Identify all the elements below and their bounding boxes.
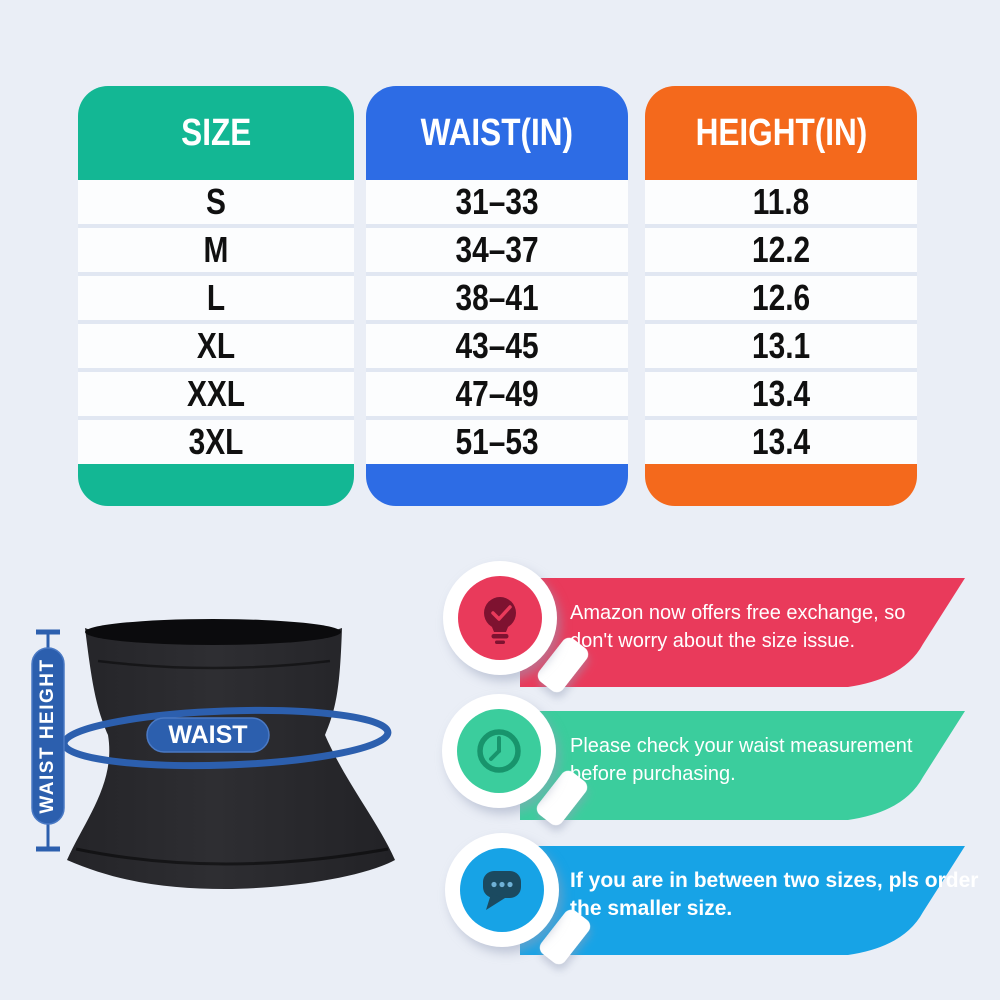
callout-line: the smaller size. [570, 897, 733, 920]
table-cell: 43–45 [366, 320, 628, 368]
callout-line: Please check your waist measurement [570, 735, 913, 757]
column-rows: 31–33 34–37 38–41 43–45 47–49 51–53 [366, 180, 628, 464]
table-cell: 47–49 [366, 368, 628, 416]
waist-trainer-garment [67, 619, 395, 889]
garment-opening [85, 619, 341, 645]
table-cell: L [78, 272, 354, 320]
callout-badge [443, 561, 557, 675]
table-cell: 3XL [78, 416, 354, 464]
callout-banner-exchange [520, 578, 965, 687]
column-header: HEIGHT(IN) [645, 86, 917, 180]
waist-trainer-illustration: WAIST WAIST HEIGHT [31, 619, 395, 889]
column-rows: S M L XL XXL 3XL [78, 180, 354, 464]
table-cell: 12.2 [645, 224, 917, 272]
callout-badge [442, 694, 556, 808]
waist-height-label: WAIST HEIGHT [37, 658, 58, 813]
table-cell: 13.1 [645, 320, 917, 368]
callout-line: before purchasing. [570, 763, 736, 785]
callout-text-measure: Please check your waist measurement befo… [570, 732, 912, 788]
callout-line: If you are in between two sizes, pls ord… [570, 869, 979, 892]
clock-icon [457, 709, 541, 793]
column-footer [645, 464, 917, 506]
callout-badge [445, 833, 559, 947]
size-table-column: WAIST(IN) 31–33 34–37 38–41 43–45 47–49 51–53 [366, 86, 628, 506]
table-cell: 13.4 [645, 416, 917, 464]
table-cell: 13.4 [645, 368, 917, 416]
table-cell: M [78, 224, 354, 272]
table-cell: XL [78, 320, 354, 368]
column-footer [78, 464, 354, 506]
column-header: WAIST(IN) [366, 86, 628, 180]
waist-label: WAIST [168, 721, 247, 749]
table-cell: 11.8 [752, 181, 810, 222]
lightbulb-check-icon [458, 576, 542, 660]
table-cell: 12.6 [645, 272, 917, 320]
callout-text-exchange: Amazon now offers free exchange, so don'… [570, 599, 905, 655]
callout-banner-between-sizes [520, 846, 965, 955]
table-cell: 31–33 [455, 181, 539, 222]
size-table-column: SIZE S M L XL XXL 3XL [78, 86, 354, 506]
waist-label-pill: WAIST [146, 717, 270, 753]
table-cell: 51–53 [366, 416, 628, 464]
callout-line: don't worry about the size issue. [570, 630, 856, 652]
table-cell: 34–37 [366, 224, 628, 272]
size-table-column: HEIGHT(IN) 11.8 12.2 12.6 13.1 13.4 13.4 [645, 86, 917, 506]
waist-height-pill [31, 647, 65, 825]
column-rows: 11.8 12.2 12.6 13.1 13.4 13.4 [645, 180, 917, 464]
callout-banner-measure [520, 711, 965, 820]
chat-dots-icon [460, 848, 544, 932]
column-footer [366, 464, 628, 506]
callout-line: Amazon now offers free exchange, so [570, 602, 906, 624]
table-cell: S [206, 181, 226, 222]
table-cell: XXL [78, 368, 354, 416]
table-cell: 38–41 [366, 272, 628, 320]
callout-text-between-sizes: If you are in between two sizes, pls ord… [570, 867, 978, 923]
column-header: SIZE [78, 86, 354, 180]
